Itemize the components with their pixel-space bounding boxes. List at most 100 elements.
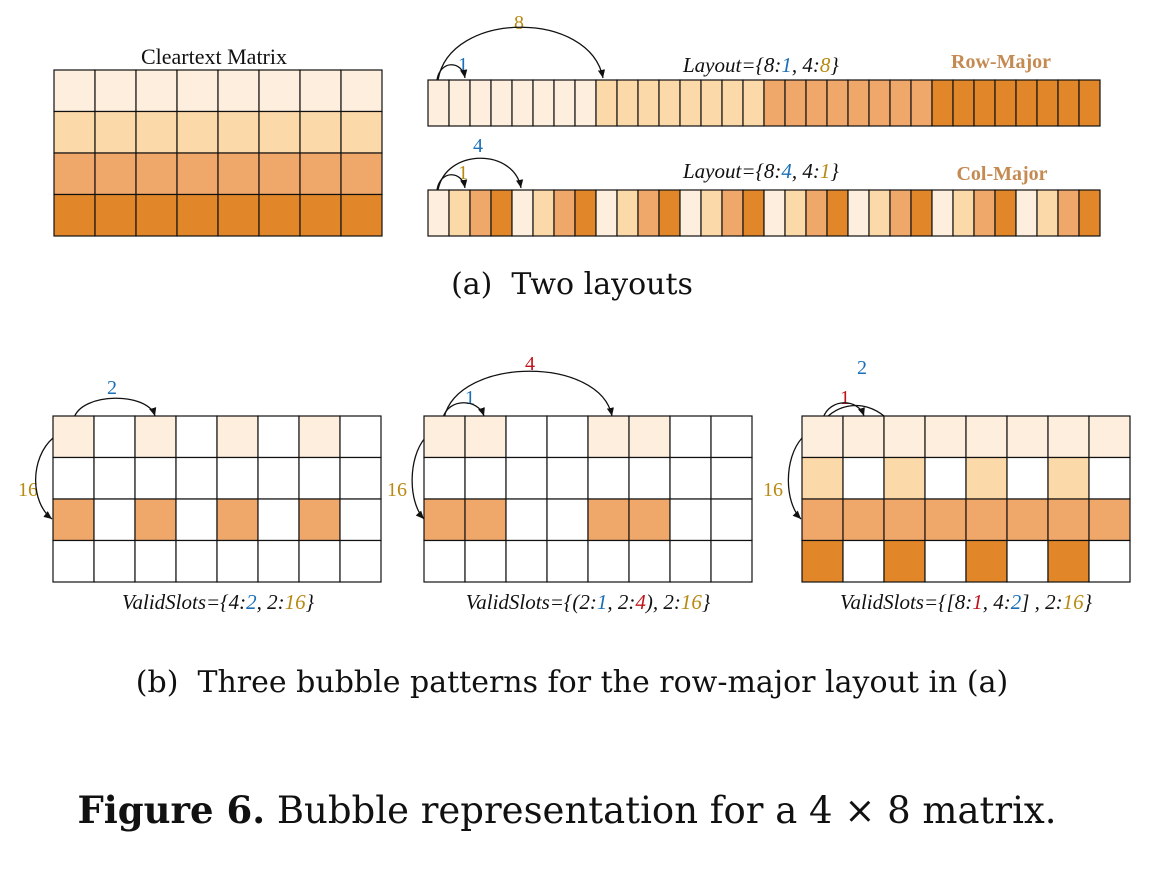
slot-cell <box>637 189 660 237</box>
slot-cell <box>1015 189 1038 237</box>
valid-cell <box>1047 498 1090 542</box>
arc-label-col-major-small: 1 <box>458 162 468 184</box>
matrix-cell <box>340 110 383 154</box>
valid-cell <box>216 498 259 542</box>
matrix-cell <box>53 152 96 196</box>
cleartext-matrix-title: Cleartext Matrix <box>141 44 287 69</box>
slot-cell <box>931 79 954 127</box>
figure-caption-text: Bubble representation for a 4 × 8 matrix… <box>265 789 1056 832</box>
valid-cell <box>628 415 671 459</box>
slot-cell <box>616 79 639 127</box>
matrix-cell <box>176 110 219 154</box>
slot-cell <box>826 189 849 237</box>
bubble-cell <box>546 539 589 583</box>
matrix-cell <box>53 110 96 154</box>
matrix-cell <box>135 110 178 154</box>
bubble-cell <box>339 498 382 542</box>
matrix-cell <box>176 152 219 196</box>
matrix-cell <box>94 152 137 196</box>
cleartext-matrix-grid <box>53 69 383 237</box>
bubble-cell <box>175 415 218 459</box>
matrix-cell <box>258 110 301 154</box>
bubble-cell <box>175 539 218 583</box>
valid-cell <box>464 498 507 542</box>
slot-cell <box>700 189 723 237</box>
row-major-tag: Row-Major <box>951 51 1051 73</box>
slot-cell <box>973 79 996 127</box>
valid-cell <box>1006 498 1049 542</box>
bubble-cell <box>669 498 712 542</box>
valid-cell <box>1047 539 1090 583</box>
bubble-cell <box>423 539 466 583</box>
slot-cell <box>637 79 660 127</box>
arc-label-col-major-large: 4 <box>473 135 483 157</box>
bubble-cell <box>669 456 712 500</box>
slot-cell <box>931 189 954 237</box>
pattern-1-valid-slots: ValidSlots={4:2, 2:16} <box>122 590 315 614</box>
pattern-1-side-label: 16 <box>18 479 38 501</box>
bubble-cell <box>924 539 967 583</box>
matrix-cell <box>176 69 219 113</box>
valid-cell <box>924 415 967 459</box>
valid-cell <box>801 539 844 583</box>
pattern-3-valid-slots: ValidSlots={[8:1, 4:2] , 2:16} <box>840 590 1093 614</box>
valid-cell <box>587 415 630 459</box>
slot-cell <box>868 189 891 237</box>
bubble-cell <box>710 456 753 500</box>
bubble-cell <box>505 498 548 542</box>
bubble-cell <box>216 539 259 583</box>
slot-cell <box>952 79 975 127</box>
pattern-2-top-label: 4 <box>525 353 535 375</box>
slot-cell <box>784 79 807 127</box>
pattern-1-arc-side <box>35 437 54 520</box>
matrix-cell <box>135 193 178 237</box>
valid-cell <box>587 498 630 542</box>
bubble-cell <box>298 539 341 583</box>
pattern-1-arc-top <box>73 397 157 419</box>
slot-cell <box>805 189 828 237</box>
slot-cell <box>574 189 597 237</box>
slot-cell <box>700 79 723 127</box>
valid-cell <box>628 498 671 542</box>
pattern-2-arc-small <box>442 402 485 419</box>
matrix-cell <box>94 69 137 113</box>
valid-cell <box>842 498 885 542</box>
bubble-cell <box>257 456 300 500</box>
slot-cell <box>553 189 576 237</box>
slot-cell <box>469 189 492 237</box>
bubble-cell <box>464 539 507 583</box>
matrix-cell <box>94 193 137 237</box>
bubble-cell <box>93 539 136 583</box>
row-major-layout-label: Layout={8:1, 4:8} <box>682 53 839 77</box>
slot-cell <box>427 79 450 127</box>
valid-cell <box>842 415 885 459</box>
matrix-cell <box>217 193 260 237</box>
figure-caption-label: Figure 6. <box>77 788 265 832</box>
bubble-cell <box>546 498 589 542</box>
pattern-2-arc-side <box>411 437 426 520</box>
matrix-cell <box>340 193 383 237</box>
valid-cell <box>52 498 95 542</box>
slot-cell <box>826 79 849 127</box>
pattern-1-grid <box>52 415 382 583</box>
slot-cell <box>1057 79 1080 127</box>
matrix-cell <box>340 152 383 196</box>
slot-cell <box>511 79 534 127</box>
valid-cell <box>1047 415 1090 459</box>
slot-cell <box>532 189 555 237</box>
bubble-cell <box>505 456 548 500</box>
valid-cell <box>965 415 1008 459</box>
bubble-cell <box>464 456 507 500</box>
pattern-2-inner-label: 1 <box>465 387 475 409</box>
bubble-cell <box>842 456 885 500</box>
bubble-cell <box>339 539 382 583</box>
matrix-cell <box>258 152 301 196</box>
valid-cell <box>1047 456 1090 500</box>
slot-cell <box>847 189 870 237</box>
slot-cell <box>658 189 681 237</box>
valid-cell <box>883 498 926 542</box>
bubble-cell <box>257 539 300 583</box>
valid-cell <box>298 498 341 542</box>
valid-cell <box>965 456 1008 500</box>
